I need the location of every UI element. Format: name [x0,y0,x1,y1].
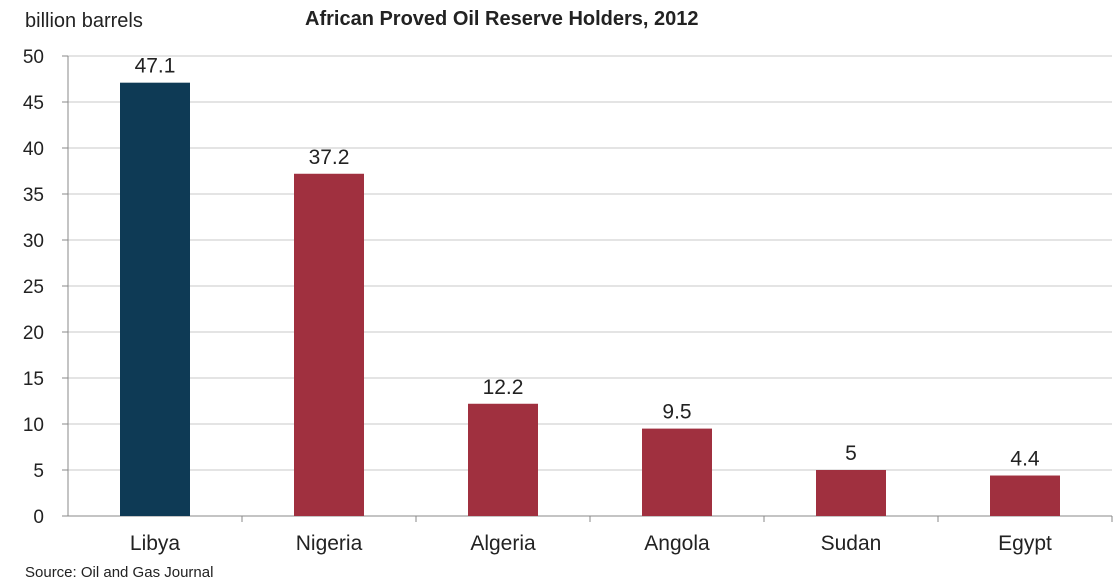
y-tick-label: 25 [23,277,44,298]
bar-sudan [816,470,886,516]
data-label: 37.2 [309,146,350,169]
chart-title: African Proved Oil Reserve Holders, 2012 [305,8,699,30]
y-tick-label: 10 [23,415,44,436]
bar-algeria [468,403,538,516]
x-tick-label: Nigeria [296,532,363,555]
data-label: 5 [845,442,857,465]
x-tick-label: Egypt [998,532,1052,555]
y-tick-label: 50 [23,47,44,68]
x-tick-label: Algeria [470,532,536,555]
y-tick-label: 40 [23,139,44,160]
x-tick-label: Angola [644,532,710,555]
bar-libya [120,82,190,517]
y-tick-label: 20 [23,323,44,344]
bar-egypt [990,475,1060,516]
y-tick-label: 30 [23,231,44,252]
bar-nigeria [294,173,364,516]
x-tick-label: Sudan [821,532,882,555]
y-axis-unit-label: billion barrels [25,10,143,32]
bar-angola [642,428,712,516]
y-tick-label: 45 [23,93,44,114]
y-tick-label: 35 [23,185,44,206]
data-label: 12.2 [483,376,524,399]
data-label: 9.5 [662,401,691,424]
y-tick-label: 15 [23,369,44,390]
y-tick-label: 0 [33,507,44,528]
data-label: 4.4 [1010,448,1040,471]
x-tick-label: Libya [130,532,181,555]
source-note: Source: Oil and Gas Journal [25,564,214,581]
data-label: 47.1 [135,55,176,78]
y-tick-label: 5 [33,461,44,482]
